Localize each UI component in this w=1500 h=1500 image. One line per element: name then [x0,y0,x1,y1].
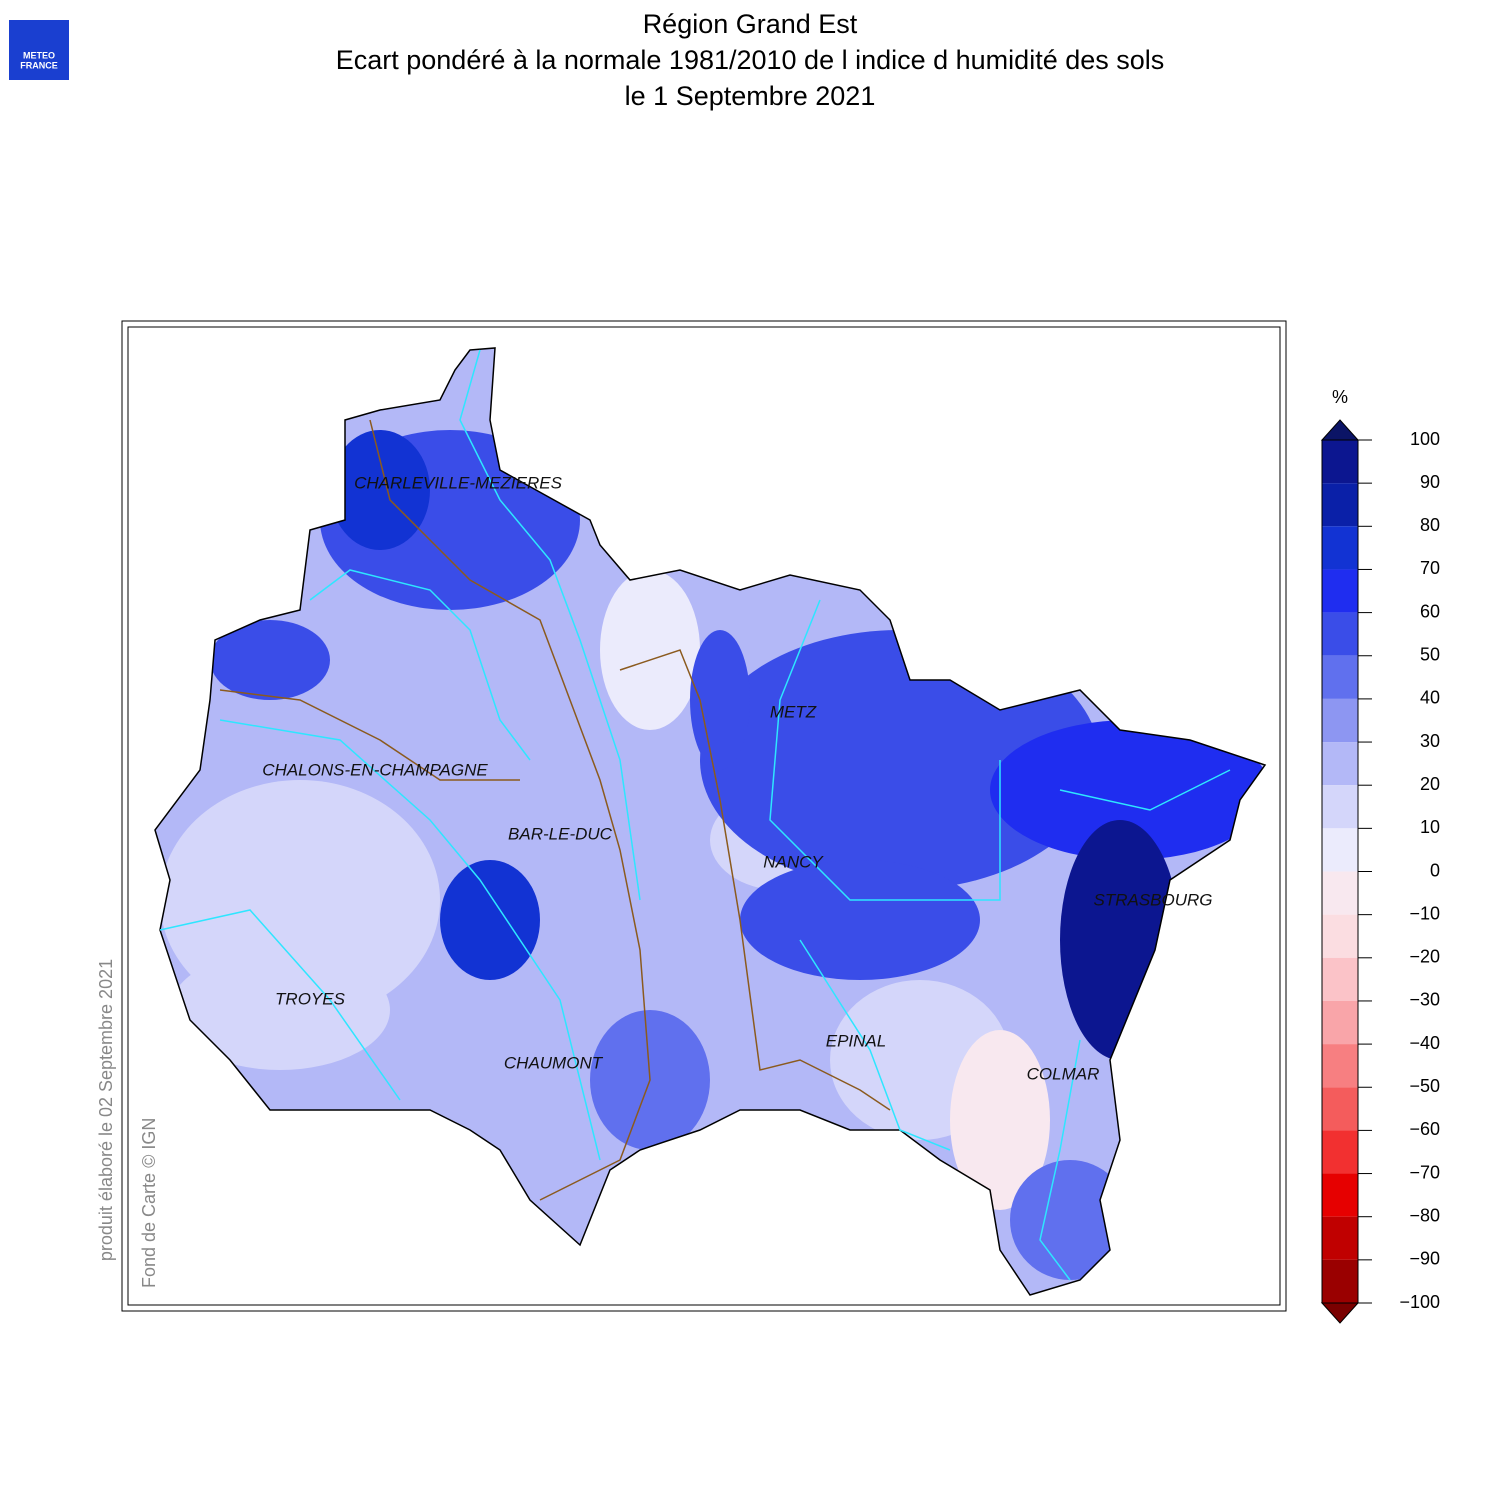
legend-bin [1322,742,1358,786]
legend-unit: % [1332,387,1348,407]
soil-map [155,348,1265,1295]
legend-bin [1322,1044,1358,1088]
city-label: NANCY [763,852,824,871]
legend-under [1320,1302,1360,1324]
legend-bin [1322,483,1358,527]
boundaries [219,419,891,1201]
legend-tick-label: 10 [1420,817,1440,837]
city-label: STRASBOURG [1093,890,1212,909]
legend-tick-label: 80 [1420,515,1440,535]
legend-bin [1322,569,1358,613]
legend-bin [1322,828,1358,872]
legend-tick-label: −90 [1409,1249,1440,1269]
legend-tick-label: −60 [1409,1119,1440,1139]
legend-tick-label: 0 [1430,860,1440,880]
legend-tick-label: 100 [1410,429,1440,449]
title: le 1 Septembre 2021 [625,81,876,111]
legend-tick-label: −50 [1409,1076,1440,1096]
note: produit élaboré le 02 Septembre 2021 [96,959,116,1261]
legend-bin [1322,526,1358,570]
legend-bin [1322,1130,1358,1174]
legend-tick-label: −10 [1409,903,1440,923]
legend-tick-label: −30 [1409,990,1440,1010]
legend-bin [1322,957,1358,1001]
logo [9,20,69,80]
city-label: CHARLEVILLE-MEZIERES [354,473,562,492]
legend-tick-label: 50 [1420,645,1440,665]
legend-tick-label: 40 [1420,688,1440,708]
legend-bin [1322,1087,1358,1131]
legend-bin [1322,1216,1358,1260]
city-label: TROYES [275,989,346,1008]
legend-tick-label: −20 [1409,947,1440,967]
city-label: BAR-LE-DUC [508,824,613,843]
legend-tick-label: 70 [1420,558,1440,578]
logo-text: METEO [23,50,55,60]
legend-tick-label: −70 [1409,1162,1440,1182]
city-label: COLMAR [1027,1064,1100,1083]
legend-bin [1322,612,1358,656]
frame [127,326,1281,1306]
title: Région Grand Est [643,9,858,39]
legend-tick-label: −100 [1399,1292,1440,1312]
city-label: EPINAL [826,1031,886,1050]
legend-bin [1322,698,1358,743]
logo-text: FRANCE [20,60,58,70]
rivers [159,349,1231,1281]
legend-bin [1322,871,1358,915]
legend-bin [1322,914,1358,958]
city-label: CHAUMONT [504,1053,604,1072]
legend-bin [1322,655,1358,699]
city-label: METZ [770,702,817,721]
legend-over [1320,419,1360,441]
legend-tick-label: −80 [1409,1205,1440,1225]
legend-bin [1322,1259,1358,1303]
legend-tick-label: 20 [1420,774,1440,794]
legend-bin [1322,785,1358,829]
legend-tick-label: 30 [1420,731,1440,751]
title: Ecart pondéré à la normale 1981/2010 de … [336,45,1165,75]
legend-tick-label: 90 [1420,472,1440,492]
legend-bin [1322,1000,1358,1045]
frame [121,320,1287,1312]
legend-bin [1322,440,1358,484]
note: Fond de Carte © IGN [139,1118,159,1288]
legend-tick-label: 60 [1420,601,1440,621]
legend-tick-label: −40 [1409,1033,1440,1053]
legend-bin [1322,1173,1358,1217]
city-label: CHALONS-EN-CHAMPAGNE [262,760,488,779]
